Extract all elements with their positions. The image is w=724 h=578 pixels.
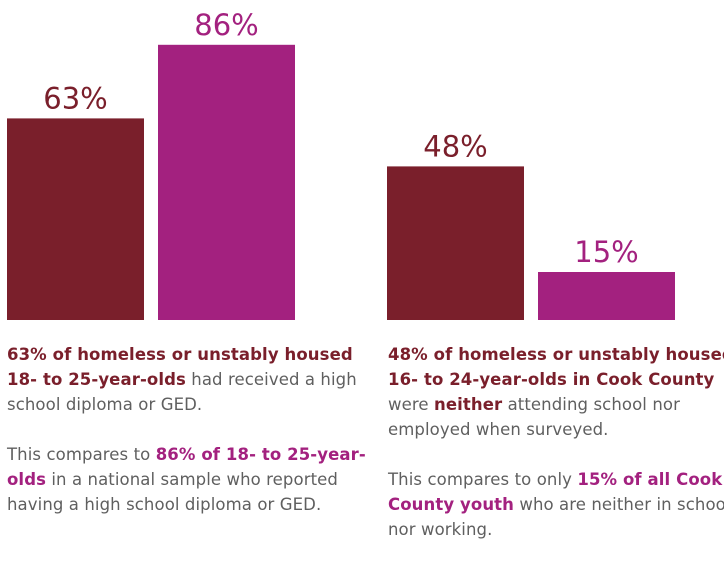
caption-left-text: had received a high school diploma or GE…: [7, 370, 357, 414]
caption-right: 48% of homeless or unstably housed 16- t…: [388, 342, 724, 542]
caption-right-text-mid: were: [388, 395, 434, 414]
bar-right-1: [387, 166, 524, 320]
caption-right-emphasis: neither: [433, 395, 503, 414]
value-label-left-1: 63%: [43, 81, 107, 115]
value-label-right-1: 48%: [423, 129, 487, 163]
caption-right-paragraph-2: This compares to only 15% of all Cook Co…: [388, 467, 724, 542]
caption-right-highlight: 48% of homeless or unstably housed 16- t…: [388, 345, 724, 389]
caption-left-comparison-highlight: 86% of 18- to 25-year-olds: [7, 445, 366, 489]
caption-right-comparison-intro: This compares to only: [388, 470, 578, 489]
bar-right-2: [538, 272, 675, 320]
caption-right-comparison-highlight: 15% of all Cook County youth: [388, 470, 723, 514]
bar-left-1: [7, 118, 144, 321]
value-label-left-2: 86%: [194, 8, 258, 42]
caption-left-comparison-intro: This compares to: [7, 445, 156, 464]
caption-left: 63% of homeless or unstably housed 18- t…: [7, 342, 367, 517]
caption-right-paragraph-1: 48% of homeless or unstably housed 16- t…: [388, 342, 724, 442]
chart-right: 48% 15%: [387, 129, 675, 320]
caption-left-highlight: 63% of homeless or unstably housed 18- t…: [7, 345, 353, 389]
caption-right-comparison-text: who are neither in school nor working.: [388, 495, 724, 539]
value-label-right-2: 15%: [574, 235, 638, 269]
caption-left-comparison-text: in a national sample who reported having…: [7, 470, 338, 514]
caption-left-paragraph-2: This compares to 86% of 18- to 25-year-o…: [7, 442, 367, 517]
bar-left-2: [158, 44, 295, 321]
caption-right-text: attending school nor employed when surve…: [388, 395, 680, 439]
chart-left: 63% 86%: [7, 8, 295, 321]
caption-left-paragraph-1: 63% of homeless or unstably housed 18- t…: [7, 342, 367, 417]
